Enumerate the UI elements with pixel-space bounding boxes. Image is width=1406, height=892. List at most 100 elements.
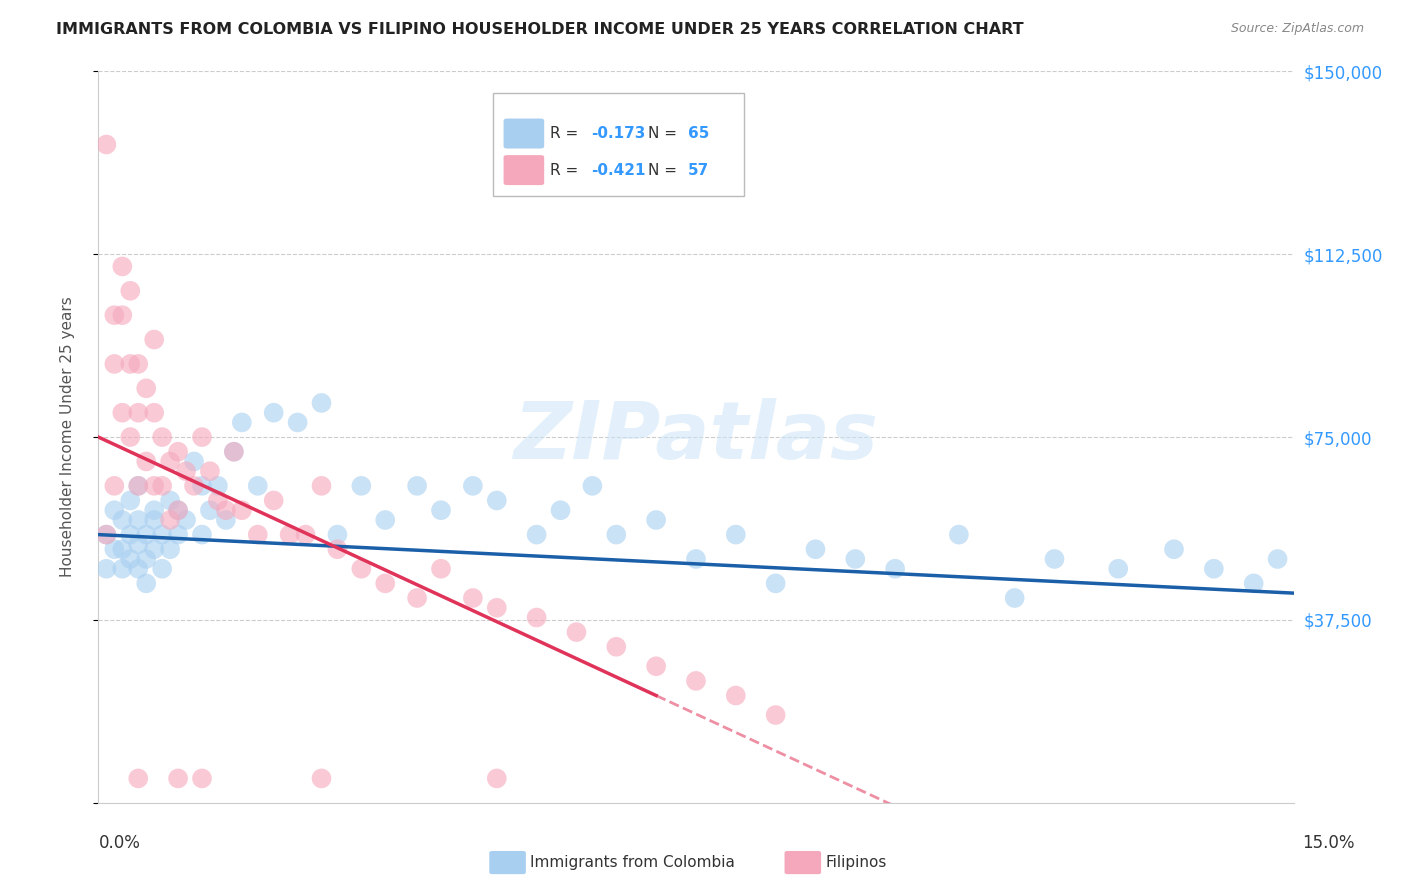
Point: [645, 513, 668, 527]
Point: [159, 454, 181, 468]
Point: [103, 357, 125, 371]
Point: [263, 406, 285, 420]
Text: Source: ZipAtlas.com: Source: ZipAtlas.com: [1230, 22, 1364, 36]
Point: [222, 444, 245, 458]
Text: R =: R =: [550, 126, 583, 141]
Point: [605, 640, 627, 654]
Point: [96, 137, 118, 152]
Point: [1107, 562, 1129, 576]
Point: [207, 493, 229, 508]
Point: [374, 513, 396, 527]
Point: [135, 454, 157, 468]
FancyBboxPatch shape: [494, 94, 744, 195]
Point: [581, 479, 603, 493]
Point: [143, 479, 166, 493]
Point: [120, 527, 142, 541]
Point: [150, 527, 173, 541]
Point: [127, 772, 149, 786]
Point: [1043, 552, 1066, 566]
Text: ZIPatlas: ZIPatlas: [513, 398, 879, 476]
Point: [167, 503, 190, 517]
Text: Immigrants from Colombia: Immigrants from Colombia: [530, 855, 735, 870]
Point: [326, 542, 349, 557]
Text: IMMIGRANTS FROM COLOMBIA VS FILIPINO HOUSEHOLDER INCOME UNDER 25 YEARS CORRELATI: IMMIGRANTS FROM COLOMBIA VS FILIPINO HOU…: [56, 22, 1024, 37]
Point: [120, 552, 142, 566]
Point: [103, 479, 125, 493]
Point: [294, 527, 316, 541]
Point: [183, 479, 205, 493]
Point: [1163, 542, 1185, 557]
Point: [231, 503, 253, 517]
Text: 0.0%: 0.0%: [98, 834, 141, 852]
Point: [127, 479, 149, 493]
Point: [485, 772, 508, 786]
Point: [526, 610, 548, 624]
Point: [120, 357, 142, 371]
Point: [167, 772, 190, 786]
Point: [135, 552, 157, 566]
Point: [191, 479, 214, 493]
Point: [884, 562, 907, 576]
Point: [159, 542, 181, 557]
Point: [159, 513, 181, 527]
Point: [198, 503, 221, 517]
Text: 65: 65: [688, 126, 709, 141]
Point: [685, 552, 707, 566]
Point: [135, 381, 157, 395]
Point: [143, 406, 166, 420]
Point: [96, 562, 118, 576]
Point: [231, 416, 253, 430]
Point: [120, 430, 142, 444]
Text: N =: N =: [648, 126, 682, 141]
Point: [167, 527, 190, 541]
Point: [311, 396, 333, 410]
Point: [111, 562, 134, 576]
Point: [111, 406, 134, 420]
Point: [350, 479, 373, 493]
FancyBboxPatch shape: [503, 155, 544, 186]
Point: [461, 479, 484, 493]
Point: [103, 542, 125, 557]
Point: [550, 503, 572, 517]
Point: [685, 673, 707, 688]
Text: 57: 57: [688, 162, 709, 178]
Point: [804, 542, 827, 557]
Point: [1202, 562, 1225, 576]
Point: [127, 479, 149, 493]
Point: [191, 772, 214, 786]
Point: [127, 513, 149, 527]
Point: [526, 527, 548, 541]
Text: -0.173: -0.173: [591, 126, 645, 141]
Point: [278, 527, 301, 541]
Point: [143, 542, 166, 557]
Point: [287, 416, 309, 430]
Text: 15.0%: 15.0%: [1302, 834, 1355, 852]
Point: [374, 576, 396, 591]
Point: [135, 527, 157, 541]
Point: [143, 333, 166, 347]
Point: [191, 430, 214, 444]
Text: R =: R =: [550, 162, 583, 178]
Point: [430, 562, 453, 576]
Point: [96, 527, 118, 541]
Point: [111, 542, 134, 557]
Point: [167, 503, 190, 517]
FancyBboxPatch shape: [503, 119, 544, 149]
Point: [143, 503, 166, 517]
Point: [111, 260, 134, 274]
Point: [135, 576, 157, 591]
Point: [724, 689, 747, 703]
Point: [724, 527, 747, 541]
Text: N =: N =: [648, 162, 682, 178]
Point: [1267, 552, 1289, 566]
Point: [150, 562, 173, 576]
Point: [1004, 591, 1026, 605]
Point: [183, 454, 205, 468]
Point: [207, 479, 229, 493]
Point: [167, 444, 190, 458]
Point: [246, 479, 269, 493]
Point: [127, 357, 149, 371]
Point: [174, 464, 197, 478]
Point: [127, 406, 149, 420]
Point: [174, 513, 197, 527]
